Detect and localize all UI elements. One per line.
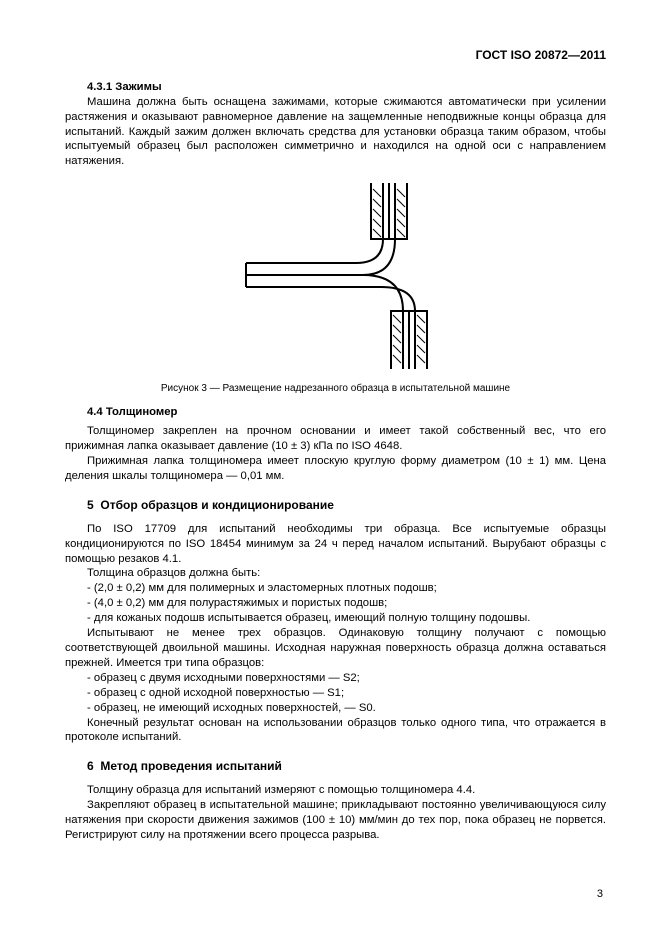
li-5-4: - образец с двумя исходными поверхностям… bbox=[65, 671, 606, 686]
li-5-3: - для кожаных подошв испытывается образе… bbox=[65, 611, 606, 626]
p-5-3: Испытывают не менее трех образцов. Одина… bbox=[65, 626, 606, 671]
li-5-2: - (4,0 ± 0,2) мм для полурастяжимых и по… bbox=[65, 596, 606, 611]
subsection-4-3-1-heading: 4.3.1 Зажимы bbox=[65, 80, 606, 95]
figure-3-caption: Рисунок 3 — Размещение надрезанного обра… bbox=[65, 382, 606, 395]
figure-3-svg bbox=[231, 181, 441, 371]
p-431-1: Машина должна быть оснащена зажимами, ко… bbox=[65, 95, 606, 170]
li-5-5: - образец с одной исходной поверхностью … bbox=[65, 686, 606, 701]
p-44-1: Толщиномер закреплен на прочном основани… bbox=[65, 424, 606, 454]
page-number: 3 bbox=[597, 887, 603, 902]
num-431: 4.3.1 bbox=[87, 81, 112, 93]
p-44-2: Прижимная лапка толщиномера имеет плоску… bbox=[65, 454, 606, 484]
page: ГОСТ ISO 20872—2011 4.3.1 Зажимы Машина … bbox=[0, 0, 661, 936]
p-6-1: Толщину образца для испытаний измеряют с… bbox=[65, 783, 606, 798]
title-5: Отбор образцов и кондиционирование bbox=[100, 498, 334, 512]
figure-3 bbox=[65, 181, 606, 376]
num-5: 5 bbox=[87, 498, 94, 512]
document-header: ГОСТ ISO 20872—2011 bbox=[65, 48, 606, 64]
title-431: Зажимы bbox=[115, 81, 161, 93]
p-6-2: Закрепляют образец в испытательной машин… bbox=[65, 798, 606, 843]
num-44: 4.4 bbox=[87, 406, 103, 418]
section-6-heading: 6 Метод проведения испытаний bbox=[87, 759, 606, 775]
title-6: Метод проведения испытаний bbox=[100, 759, 282, 773]
subsection-4-4-heading: 4.4 Толщиномер bbox=[87, 405, 606, 420]
section-5-heading: 5 Отбор образцов и кондиционирование bbox=[87, 498, 606, 514]
p-5-4: Конечный результат основан на использова… bbox=[65, 716, 606, 746]
title-44: Толщиномер bbox=[106, 406, 178, 418]
num-6: 6 bbox=[87, 759, 94, 773]
li-5-6: - образец, не имеющий исходных поверхнос… bbox=[65, 701, 606, 716]
li-5-1: - (2,0 ± 0,2) мм для полимерных и эласто… bbox=[65, 581, 606, 596]
p-5-1: По ISO 17709 для испытаний необходимы тр… bbox=[65, 522, 606, 567]
p-5-2: Толщина образцов должна быть: bbox=[65, 566, 606, 581]
